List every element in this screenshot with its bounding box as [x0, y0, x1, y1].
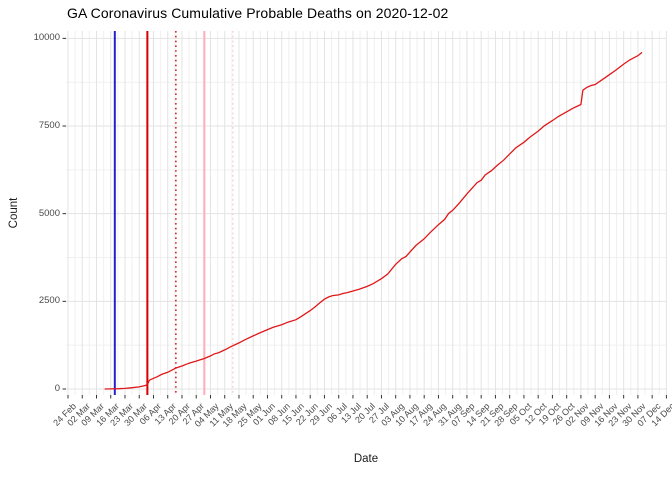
minor-gridlines	[66, 31, 666, 395]
y-tick-label: 2500	[38, 295, 60, 307]
major-gridlines	[66, 31, 667, 395]
y-tick-label: 0	[54, 383, 60, 394]
event-reference-lines	[113, 31, 234, 395]
y-tick-label: 7500	[38, 120, 60, 131]
series-cumulative-probable-deaths	[104, 51, 643, 390]
chart-title: GA Coronavirus Cumulative Probable Death…	[67, 5, 449, 21]
deaths-line-series	[104, 51, 643, 390]
axis-tick-marks	[62, 37, 667, 399]
y-tick-label: 5000	[38, 207, 60, 219]
y-tick-label: 10000	[33, 32, 60, 44]
y-axis-title: Count	[8, 197, 20, 229]
x-axis-title: Date	[353, 453, 379, 465]
